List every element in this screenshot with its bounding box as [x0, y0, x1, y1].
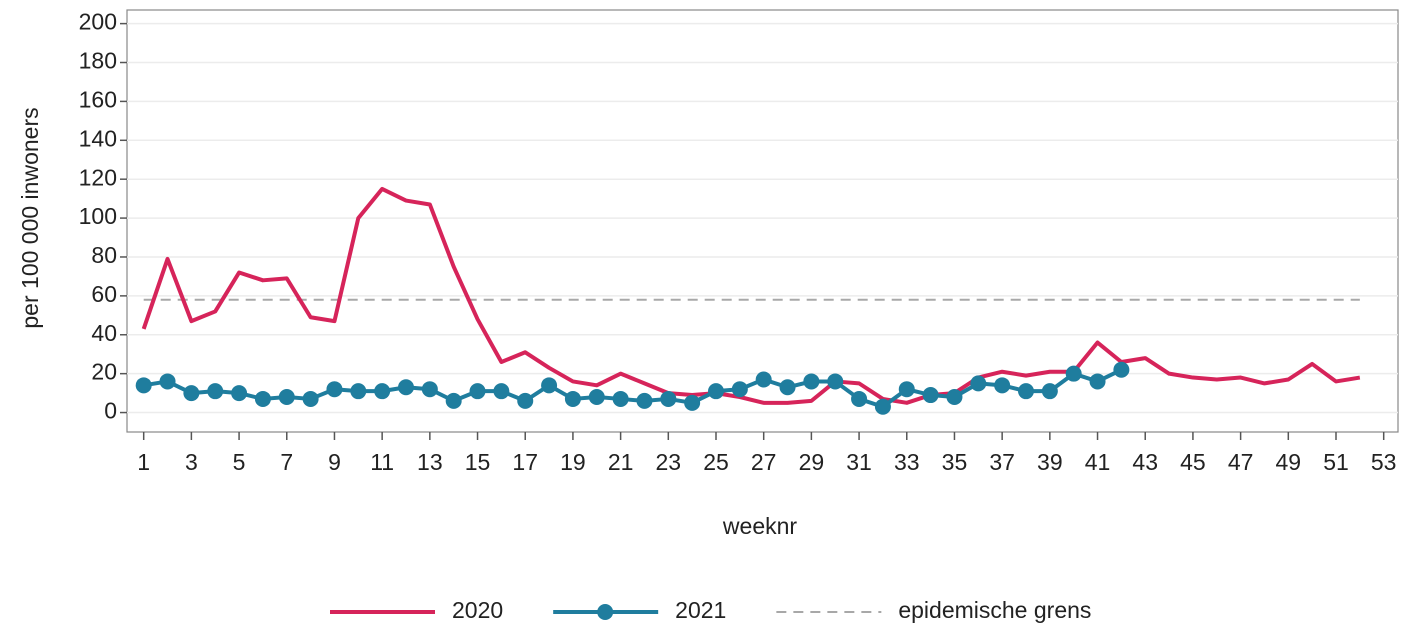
y-tick-label: 60 [91, 281, 117, 307]
series-marker [1089, 373, 1106, 390]
series-marker [302, 390, 319, 407]
x-axis-label: weeknr [722, 513, 797, 539]
x-tick-label: 41 [1085, 449, 1111, 475]
series-marker [231, 385, 248, 402]
series-marker [350, 383, 367, 400]
series-marker [517, 392, 534, 409]
series-marker [493, 383, 510, 400]
series-marker [636, 392, 653, 409]
series-marker [254, 390, 271, 407]
legend-label: 2021 [675, 597, 726, 623]
legend-label: 2020 [452, 597, 503, 623]
series-marker [1041, 383, 1058, 400]
series-marker [660, 390, 677, 407]
y-axis-label: per 100 000 inwoners [17, 107, 43, 328]
x-tick-label: 49 [1276, 449, 1302, 475]
series-marker [755, 371, 772, 388]
x-tick-label: 51 [1323, 449, 1349, 475]
series-marker [541, 377, 558, 394]
legend-marker [597, 604, 614, 620]
x-tick-label: 53 [1371, 449, 1397, 475]
x-tick-label: 17 [512, 449, 538, 475]
series-marker [564, 390, 581, 407]
series-marker [970, 375, 987, 392]
series-marker [874, 398, 891, 415]
series-marker [851, 390, 868, 407]
x-tick-label: 3 [185, 449, 198, 475]
y-tick-label: 200 [79, 9, 117, 35]
y-tick-label: 20 [91, 359, 117, 385]
x-tick-label: 37 [989, 449, 1015, 475]
x-tick-label: 27 [751, 449, 777, 475]
y-tick-label: 100 [79, 203, 117, 229]
x-tick-label: 33 [894, 449, 920, 475]
series-marker [278, 388, 295, 405]
x-tick-label: 9 [328, 449, 341, 475]
y-tick-label: 120 [79, 164, 117, 190]
x-tick-label: 39 [1037, 449, 1063, 475]
x-tick-label: 31 [846, 449, 872, 475]
series-marker [731, 381, 748, 398]
series-marker [1065, 365, 1082, 382]
x-tick-label: 23 [656, 449, 682, 475]
series-marker [398, 379, 414, 396]
series-marker [183, 385, 200, 402]
x-tick-label: 43 [1132, 449, 1158, 475]
series-marker [374, 383, 391, 400]
x-tick-label: 11 [370, 449, 394, 475]
y-tick-label: 0 [104, 398, 117, 424]
series-marker [445, 392, 462, 409]
series-marker [159, 373, 176, 390]
series-marker [135, 377, 152, 394]
y-tick-label: 80 [91, 242, 117, 268]
x-tick-label: 45 [1180, 449, 1206, 475]
legend-label: epidemische grens [898, 597, 1091, 623]
x-tick-label: 35 [942, 449, 968, 475]
x-tick-label: 7 [280, 449, 293, 475]
series-marker [421, 381, 438, 398]
x-tick-label: 25 [703, 449, 729, 475]
series-marker [803, 373, 820, 390]
series-marker [946, 388, 963, 405]
x-tick-label: 5 [233, 449, 246, 475]
x-tick-label: 21 [608, 449, 634, 475]
series-line [141, 186, 1361, 405]
plot-area [126, 9, 1399, 433]
series-marker [922, 387, 939, 404]
series-marker [827, 373, 844, 390]
y-tick-label: 140 [79, 125, 117, 151]
y-tick-label: 160 [79, 86, 117, 112]
series-marker [469, 383, 486, 400]
series-marker [588, 388, 605, 405]
series-marker [1113, 361, 1130, 378]
series-marker [684, 394, 701, 411]
x-tick-label: 15 [465, 449, 491, 475]
series-marker [779, 379, 796, 396]
series-marker [612, 390, 629, 407]
y-tick-label: 180 [79, 48, 117, 74]
series-marker [1018, 383, 1034, 400]
x-tick-label: 1 [137, 449, 150, 475]
series-marker [326, 381, 343, 398]
series-marker [898, 381, 915, 398]
x-tick-label: 13 [417, 449, 443, 475]
series-marker [708, 383, 724, 400]
y-tick-label: 40 [91, 320, 117, 346]
x-tick-label: 29 [799, 449, 825, 475]
series-marker [994, 377, 1011, 394]
x-tick-label: 47 [1228, 449, 1254, 475]
series-marker [207, 383, 224, 400]
x-tick-label: 19 [560, 449, 586, 475]
